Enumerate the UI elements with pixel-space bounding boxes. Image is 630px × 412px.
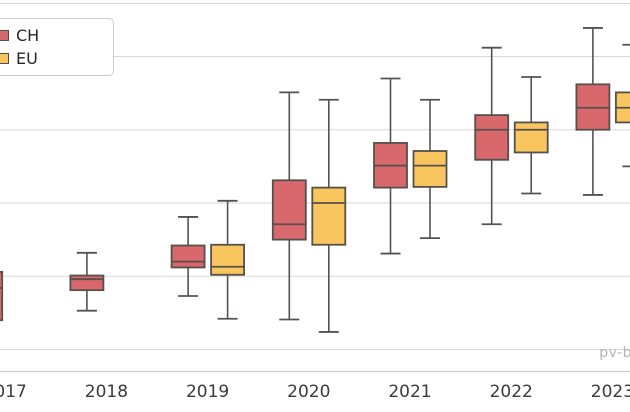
x-tick-label: 2017 — [0, 382, 27, 402]
eu-color-swatch-icon — [0, 53, 9, 64]
box-2022-CH — [474, 114, 510, 161]
legend: CH EU — [0, 18, 114, 76]
box-2020-CH — [271, 179, 307, 241]
watermark: pv-b — [599, 345, 630, 361]
x-tick-label: 2019 — [186, 382, 229, 402]
box-2019-EU — [210, 243, 246, 276]
x-tick-label: 2022 — [490, 382, 533, 402]
x-tick-label: 2021 — [388, 382, 431, 402]
legend-label-eu: EU — [16, 48, 38, 68]
legend-item-ch: CH — [0, 24, 105, 47]
x-tick-label: 2018 — [85, 382, 128, 402]
legend-label-ch: CH — [16, 25, 40, 45]
x-tick-label: 2023 — [591, 382, 630, 402]
box-2019-CH — [170, 244, 206, 269]
ch-color-swatch-icon — [0, 30, 9, 41]
box-2017-CH — [0, 270, 4, 322]
box-2020-EU — [311, 186, 347, 246]
box-2021-EU — [412, 150, 448, 188]
box-2022-EU — [513, 121, 549, 154]
x-tick-label: 2020 — [287, 382, 330, 402]
legend-item-eu: EU — [0, 47, 105, 70]
box-2018-CH — [69, 274, 105, 292]
